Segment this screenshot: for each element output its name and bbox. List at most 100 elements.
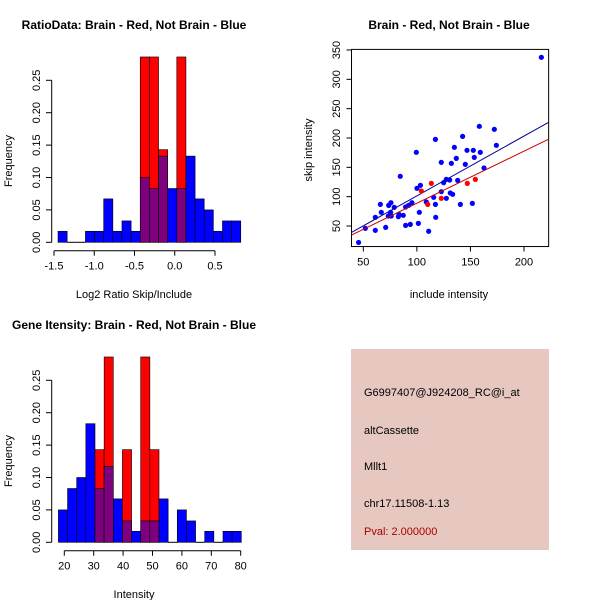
blue-point [455, 177, 461, 183]
blue-point [415, 220, 421, 226]
chromosome-location: chr17.11508-1.13 [364, 498, 450, 510]
blue-bar [185, 155, 196, 243]
blue-bar [222, 530, 233, 543]
y-tick-label: 200 [331, 129, 343, 147]
y-tick-label: 0.20 [31, 102, 43, 123]
plot-frame [351, 48, 550, 248]
y-tick-label: 250 [331, 99, 343, 117]
blue-point [457, 201, 463, 207]
red-fit-line [351, 138, 549, 236]
y-tick-label: 100 [331, 187, 343, 205]
x-axis-label: include intensity [410, 289, 489, 301]
x-tick-label: 20 [58, 561, 70, 573]
blue-point [377, 201, 383, 207]
blue-point [469, 200, 475, 206]
x-tick-label: 30 [88, 561, 100, 573]
y-tick-label: 0.20 [31, 402, 43, 423]
pval-text: Pval: 2.000000 [364, 526, 438, 538]
overlap-bar [158, 155, 168, 243]
gene-name: Mllt1 [364, 461, 388, 473]
x-tick-label: 50 [146, 561, 158, 573]
blue-bar [231, 530, 242, 543]
blue-bar [94, 230, 105, 243]
y-tick-label: 0.05 [31, 199, 43, 220]
x-tick-label: 70 [205, 561, 217, 573]
x-tick-label: -1.0 [85, 261, 104, 273]
event-type: altCassette [364, 425, 420, 437]
blue-point [470, 147, 476, 153]
blue-point [400, 212, 406, 218]
x-axis-label: Log2 Ratio Skip/Include [76, 289, 192, 301]
blue-bar [194, 198, 205, 243]
x-axis-label: Intensity [114, 589, 155, 600]
y-axis-label: skip intensity [303, 118, 315, 181]
blue-point [378, 209, 384, 215]
y-tick-label: 0.05 [31, 499, 43, 520]
overlap-bar [94, 488, 105, 543]
blue-point [471, 154, 477, 160]
blue-bar [186, 520, 196, 543]
blue-bar [121, 220, 132, 243]
blue-fit-line [351, 121, 549, 233]
red-point [428, 180, 434, 186]
blue-bar [85, 423, 96, 543]
red-point [438, 195, 444, 201]
blue-bar [112, 498, 123, 543]
y-tick-label: 150 [331, 158, 343, 176]
blue-bar [67, 488, 78, 543]
blue-point [491, 126, 497, 132]
blue-point [453, 155, 459, 161]
blue-point [448, 160, 454, 166]
x-tick-label: 200 [515, 257, 533, 269]
y-axis-label: Frequency [3, 435, 15, 487]
x-tick-label: 80 [235, 561, 247, 573]
blue-point [477, 149, 483, 155]
y-tick-label: 0.00 [31, 232, 43, 253]
x-tick-label: 40 [117, 561, 129, 573]
blue-bar [213, 230, 223, 243]
y-tick-label: 0.25 [31, 70, 43, 91]
blue-point [413, 149, 419, 155]
x-tick-label: 60 [176, 561, 188, 573]
blue-point [409, 200, 415, 206]
overlap-bar [149, 520, 160, 543]
probe-id: G6997407@J924208_RC@i_at [364, 387, 520, 399]
blue-point [417, 182, 424, 188]
blue-point [355, 239, 362, 246]
blue-point [538, 54, 544, 60]
red-point [472, 176, 478, 182]
y-tick-label: 0.00 [31, 532, 43, 553]
blue-bar [203, 209, 214, 243]
blue-point [481, 165, 487, 171]
y-tick-label: 0.15 [31, 134, 43, 155]
x-tick-label: -0.5 [125, 261, 144, 273]
blue-bar [58, 509, 68, 543]
overlap-bar [122, 520, 132, 543]
blue-point [464, 147, 470, 153]
x-tick-label: 100 [408, 257, 426, 269]
blue-point [460, 133, 466, 139]
blue-bar [103, 198, 114, 243]
red-bar [140, 356, 151, 543]
y-tick-label: 300 [331, 70, 343, 88]
blue-bar [131, 530, 142, 543]
blue-point [407, 221, 413, 227]
blue-point [388, 200, 394, 206]
blue-bar [204, 530, 215, 543]
y-tick-label: 0.25 [31, 370, 43, 391]
y-tick-label: 0.15 [31, 434, 43, 455]
blue-bar [57, 230, 68, 243]
chart-title: RatioData: Brain - Red, Not Brain - Blue [22, 18, 247, 32]
blue-point [432, 201, 439, 207]
blue-point [416, 209, 422, 215]
blue-point [451, 144, 457, 150]
blue-bar [130, 230, 141, 243]
overlap-bar [140, 520, 151, 543]
blue-bar [85, 230, 95, 243]
blue-point [397, 173, 403, 179]
y-axis-label: Frequency [3, 135, 15, 187]
chart-title: Brain - Red, Not Brain - Blue [368, 18, 530, 32]
blue-bar [158, 498, 169, 543]
red-point [464, 180, 470, 186]
blue-bar [231, 220, 242, 243]
